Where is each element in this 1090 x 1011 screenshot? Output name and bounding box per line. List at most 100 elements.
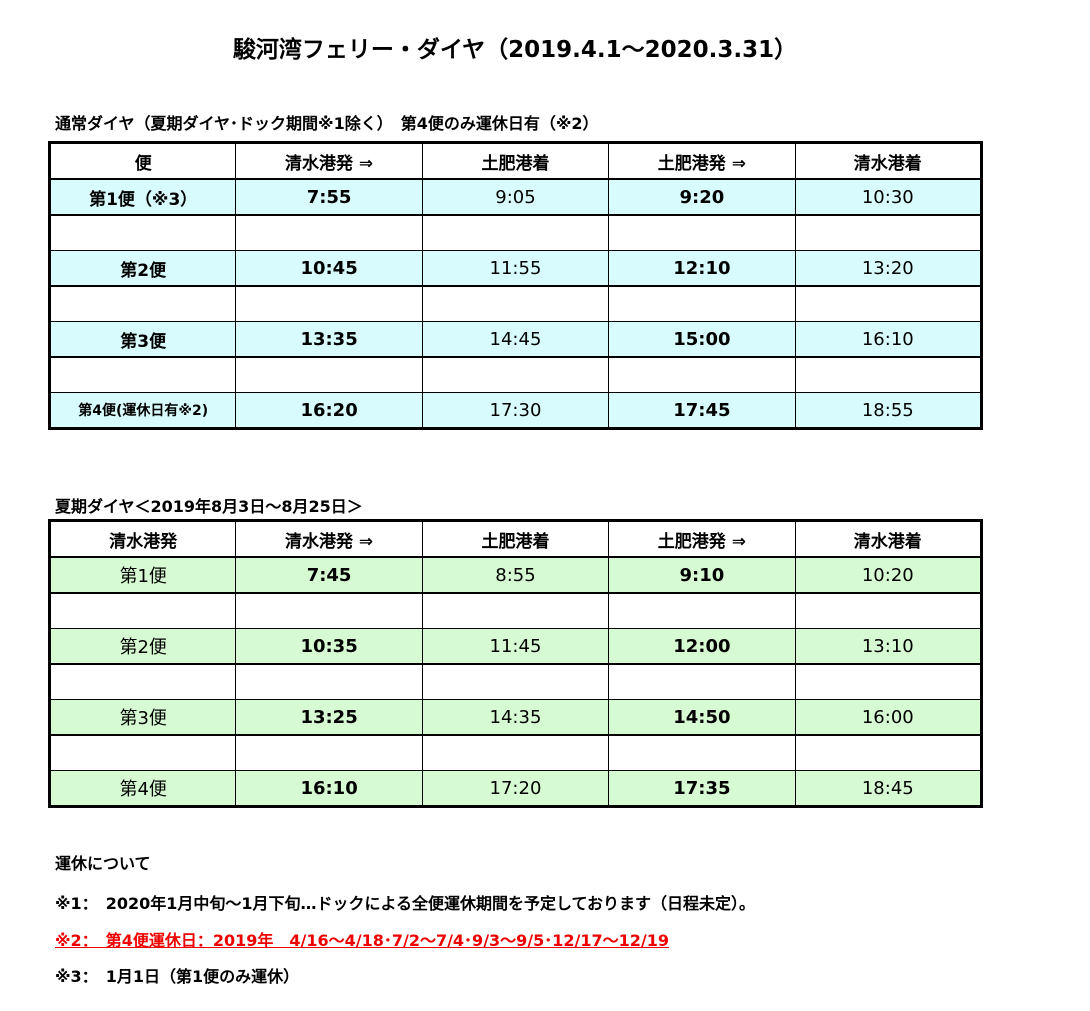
data-row: 第2便 10:45 11:55 12:10 13:20 [48,250,983,287]
section-label: 夏期ダイヤ＜2019年8月3日～8月25日＞ [55,497,363,516]
blank-cell [235,214,423,251]
blank-cell [421,592,610,629]
cell: 17:35 [608,770,796,808]
data-row: 第4便(運休日有※2) 16:20 17:30 17:45 18:55 [48,392,983,430]
note: ※1： 2020年1月中旬～1月下旬…ドックによる全便運休期間を予定しております… [55,894,756,913]
cell: 17:45 [608,392,796,430]
cell: 16:20 [235,392,423,430]
blank-cell [48,356,237,393]
blank-cell [48,214,237,251]
blank-cell [421,214,610,251]
cell: 11:55 [421,250,610,287]
cell: 16:00 [794,699,983,736]
cell: 14:45 [421,321,610,358]
cell: 第1便 [48,556,237,594]
cell: 17:20 [421,770,610,808]
blank-cell [421,663,610,700]
cell: 第2便 [48,250,237,287]
blank-cell [421,356,610,393]
blank-cell [235,734,423,771]
data-row: 第4便 16:10 17:20 17:35 18:45 [48,770,983,808]
cell: 16:10 [794,321,983,358]
cell: 第3便 [48,321,237,358]
blank-cell [235,592,423,629]
header-cell: 清水港発 [48,520,237,558]
cell: 16:10 [235,770,423,808]
cell: 第4便 [48,770,237,808]
blank-cell [608,592,796,629]
timetable: 清水港発 清水港発 ⇒ 土肥港着 土肥港発 ⇒ 清水港着 第1便 7:45 8:55 9:10 1… [48,519,983,808]
cell: 13:10 [794,628,983,665]
cell: 14:50 [608,699,796,736]
blank-cell [421,734,610,771]
cell: 第4便(運休日有※2) [48,392,237,430]
cell: 第2便 [48,628,237,665]
data-row: 第3便 13:35 14:45 15:00 16:10 [48,321,983,358]
timetable: 便清水港発 ⇒ 土肥港着 土肥港発 ⇒ 清水港着 第1便（※3） 7:55 9:05 9:20… [48,141,983,430]
header-cell: 清水港着 [794,520,983,558]
data-row: 第1便（※3） 7:55 9:05 9:20 10:30 [48,178,983,216]
cell: 11:45 [421,628,610,665]
blank-cell [421,285,610,322]
blank-cell [235,663,423,700]
blank-cell [794,356,983,393]
header-cell: 土肥港発 ⇒ [608,520,796,558]
cell: 10:45 [235,250,423,287]
header-row: 便清水港発 ⇒ 土肥港着 土肥港発 ⇒ 清水港着 [48,142,983,180]
cell: 14:35 [421,699,610,736]
cell: 第3便 [48,699,237,736]
notes-heading: 運休について [55,854,151,873]
blank-row [48,663,983,700]
blank-cell [608,356,796,393]
data-row: 第3便 13:25 14:35 14:50 16:00 [48,699,983,736]
cell: 第1便（※3） [48,178,237,216]
header-row: 清水港発 清水港発 ⇒ 土肥港着 土肥港発 ⇒ 清水港着 [48,520,983,558]
cell: 17:30 [421,392,610,430]
header-cell: 清水港着 [794,142,983,180]
blank-cell [608,214,796,251]
cell: 18:45 [794,770,983,808]
header-cell: 土肥港着 [421,520,610,558]
cell: 18:55 [794,392,983,430]
header-cell: 便 [48,142,237,180]
note: ※2： 第4便運休日：2019年 4/16～4/18･7/2～7/4･9/3～9… [55,931,670,950]
blank-row [48,356,983,393]
header-cell: 土肥港着 [421,142,610,180]
header-cell: 清水港発 ⇒ [235,520,423,558]
blank-cell [235,285,423,322]
blank-cell [608,734,796,771]
blank-cell [48,285,237,322]
title: 駿河湾フェリー・ダイヤ（2019.4.1～2020.3.31） [232,37,798,63]
header-cell: 清水港発 ⇒ [235,142,423,180]
cell: 8:55 [421,556,610,594]
blank-cell [48,592,237,629]
header-cell: 土肥港発 ⇒ [608,142,796,180]
cell: 9:05 [421,178,610,216]
blank-row [48,592,983,629]
cell: 10:35 [235,628,423,665]
cell: 9:10 [608,556,796,594]
cell: 10:30 [794,178,983,216]
blank-cell [608,663,796,700]
blank-cell [794,592,983,629]
blank-cell [48,734,237,771]
blank-row [48,214,983,251]
section-label: 通常ダイヤ（夏期ダイヤ･ドック期間※1除く） 第4便のみ運休日有（※2） [55,114,599,133]
blank-row [48,734,983,771]
blank-cell [794,285,983,322]
blank-cell [794,734,983,771]
cell: 9:20 [608,178,796,216]
cell: 12:00 [608,628,796,665]
cell: 12:10 [608,250,796,287]
data-row: 第1便 7:45 8:55 9:10 10:20 [48,556,983,594]
blank-cell [794,663,983,700]
cell: 7:45 [235,556,423,594]
cell: 7:55 [235,178,423,216]
blank-row [48,285,983,322]
cell: 13:35 [235,321,423,358]
data-row: 第2便 10:35 11:45 12:00 13:10 [48,628,983,665]
cell: 10:20 [794,556,983,594]
cell: 13:25 [235,699,423,736]
blank-cell [235,356,423,393]
note: ※3： 1月1日（第1便のみ運休） [55,967,300,986]
